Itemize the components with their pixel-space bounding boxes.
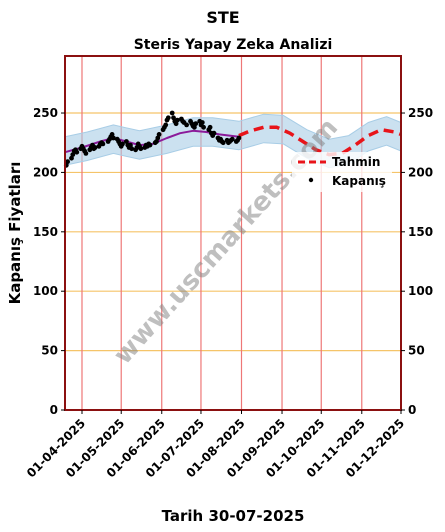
y-tick-label-right: 100 <box>408 284 433 298</box>
legend-label-tahmin: Tahmin <box>332 155 380 169</box>
close-price-point <box>109 132 115 137</box>
y-tick-label: 200 <box>33 165 58 179</box>
y-ticks-right: 0 50 100 150 200 250 <box>401 106 433 417</box>
x-ticks: 01-04-202501-05-202501-06-202501-07-2025… <box>24 410 407 480</box>
y-tick-label-right: 50 <box>408 344 425 358</box>
y-tick-label-right: 250 <box>408 106 433 120</box>
close-price-point <box>65 159 70 165</box>
y-tick-label-right: 0 <box>408 403 416 417</box>
close-price-point <box>156 132 162 137</box>
close-price-point <box>165 115 171 121</box>
y-tick-label: 150 <box>33 225 58 239</box>
close-price-point <box>207 124 213 130</box>
close-price-point <box>155 135 161 141</box>
close-price-point <box>124 139 129 144</box>
close-price-point <box>175 117 180 123</box>
y-tick-label-right: 200 <box>408 165 433 179</box>
legend-swatch-kapanis <box>308 177 314 183</box>
y-tick-label: 50 <box>41 344 58 358</box>
legend-box <box>292 152 392 192</box>
legend-label-kapanis: Kapanış <box>332 174 386 188</box>
close-price-point <box>74 149 80 155</box>
close-price-point <box>169 110 175 116</box>
close-price-point <box>147 142 153 148</box>
close-price-point <box>70 152 76 158</box>
close-price-point <box>193 121 199 127</box>
close-price-point <box>199 120 205 125</box>
close-price-point <box>229 136 235 142</box>
close-price-point <box>138 146 144 152</box>
close-price-point <box>201 124 207 130</box>
close-price-point <box>220 140 226 146</box>
legend: Tahmin Kapanış <box>292 152 392 192</box>
y-tick-label: 100 <box>33 284 58 298</box>
plot-frame <box>64 55 402 411</box>
close-price-point <box>192 124 197 130</box>
close-price-point <box>184 122 190 128</box>
y-tick-label: 0 <box>50 403 58 417</box>
close-price-point <box>120 141 125 147</box>
close-price-point <box>100 141 106 147</box>
y-tick-label: 250 <box>33 106 58 120</box>
close-price-point <box>173 121 179 127</box>
close-price-point <box>92 145 98 150</box>
y-axis-label: Kapanış Fiyatları <box>6 162 24 305</box>
close-price-point <box>129 146 135 152</box>
x-axis-label: Tarih 30-07-2025 <box>162 507 305 525</box>
close-price-point <box>83 151 89 156</box>
close-price-point <box>236 135 242 141</box>
y-ticks-left: 0 50 100 150 200 250 <box>33 106 65 417</box>
close-price-point <box>69 155 74 161</box>
chart-title: Steris Yapay Zeka Analizi <box>134 37 333 53</box>
plot-area: www.uscmarkets.com <box>63 55 402 411</box>
series-layer <box>63 110 402 168</box>
close-price-point <box>163 122 169 128</box>
figure-title: STE <box>206 8 239 27</box>
close-price-point <box>127 142 133 148</box>
y-tick-label-right: 150 <box>408 225 433 239</box>
close-price-point <box>111 135 116 141</box>
close-price-point <box>211 130 217 136</box>
